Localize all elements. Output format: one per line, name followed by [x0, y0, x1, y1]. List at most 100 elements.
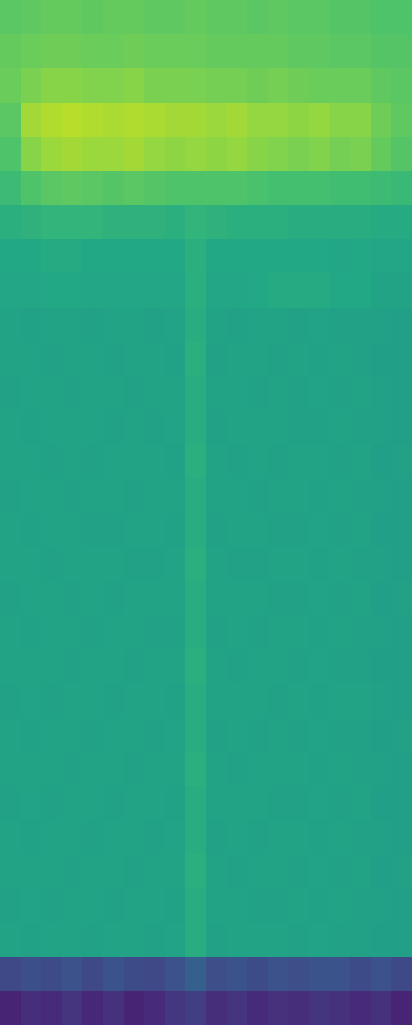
cell — [227, 308, 248, 343]
cell — [247, 615, 268, 650]
cell — [268, 205, 289, 240]
cell — [330, 410, 351, 445]
cell — [144, 718, 165, 753]
cell — [330, 478, 351, 513]
cell — [185, 581, 206, 616]
cell — [124, 171, 145, 206]
cell — [144, 308, 165, 343]
cell — [124, 376, 145, 411]
cell — [247, 137, 268, 172]
cell — [165, 308, 186, 343]
cell — [124, 273, 145, 308]
cell — [41, 0, 62, 35]
cell — [371, 171, 392, 206]
cell — [41, 478, 62, 513]
cell — [82, 854, 103, 889]
cell — [124, 68, 145, 103]
cell — [371, 205, 392, 240]
cell — [247, 581, 268, 616]
cell — [227, 137, 248, 172]
cell — [144, 205, 165, 240]
cell — [247, 888, 268, 923]
cell — [62, 923, 83, 958]
cell — [330, 888, 351, 923]
cell — [350, 239, 371, 274]
cell — [144, 444, 165, 479]
cell — [227, 752, 248, 787]
cell — [124, 752, 145, 787]
cell — [124, 513, 145, 548]
cell — [165, 273, 186, 308]
cell — [62, 410, 83, 445]
cell — [391, 137, 412, 172]
cell — [165, 547, 186, 582]
cell — [268, 820, 289, 855]
cell — [41, 410, 62, 445]
cell — [21, 376, 42, 411]
cell — [103, 820, 124, 855]
cell — [371, 239, 392, 274]
cell — [330, 786, 351, 821]
cell — [268, 342, 289, 377]
cell — [165, 786, 186, 821]
cell — [185, 410, 206, 445]
cell — [371, 273, 392, 308]
cell — [0, 68, 21, 103]
cell — [0, 581, 21, 616]
cell — [227, 547, 248, 582]
cell — [330, 991, 351, 1025]
cell — [288, 239, 309, 274]
cell — [268, 752, 289, 787]
cell — [371, 888, 392, 923]
cell — [247, 957, 268, 992]
cell — [268, 239, 289, 274]
cell — [21, 308, 42, 343]
cell — [371, 923, 392, 958]
cell — [82, 273, 103, 308]
cell — [21, 547, 42, 582]
cell — [0, 376, 21, 411]
cell — [309, 581, 330, 616]
cell — [330, 854, 351, 889]
cell — [330, 513, 351, 548]
cell — [62, 376, 83, 411]
cell — [268, 718, 289, 753]
cell — [330, 68, 351, 103]
cell — [41, 957, 62, 992]
cell — [206, 854, 227, 889]
cell — [82, 820, 103, 855]
cell — [247, 68, 268, 103]
cell — [0, 649, 21, 684]
cell — [288, 888, 309, 923]
cell — [41, 68, 62, 103]
cell — [103, 923, 124, 958]
cell — [247, 34, 268, 69]
cell — [41, 718, 62, 753]
cell — [21, 786, 42, 821]
cell — [206, 923, 227, 958]
cell — [62, 342, 83, 377]
cell — [41, 547, 62, 582]
cell — [371, 34, 392, 69]
cell — [41, 820, 62, 855]
cell — [350, 410, 371, 445]
cell — [288, 991, 309, 1025]
cell — [206, 478, 227, 513]
heatmap-chart — [0, 0, 412, 1025]
cell — [103, 239, 124, 274]
cell — [206, 205, 227, 240]
cell — [247, 444, 268, 479]
cell — [41, 649, 62, 684]
cell — [350, 957, 371, 992]
cell — [309, 649, 330, 684]
cell — [103, 103, 124, 138]
cell — [185, 752, 206, 787]
cell — [0, 923, 21, 958]
cell — [288, 786, 309, 821]
cell — [41, 239, 62, 274]
cell — [165, 376, 186, 411]
cell — [268, 34, 289, 69]
cell — [288, 820, 309, 855]
cell — [82, 205, 103, 240]
cell — [247, 205, 268, 240]
